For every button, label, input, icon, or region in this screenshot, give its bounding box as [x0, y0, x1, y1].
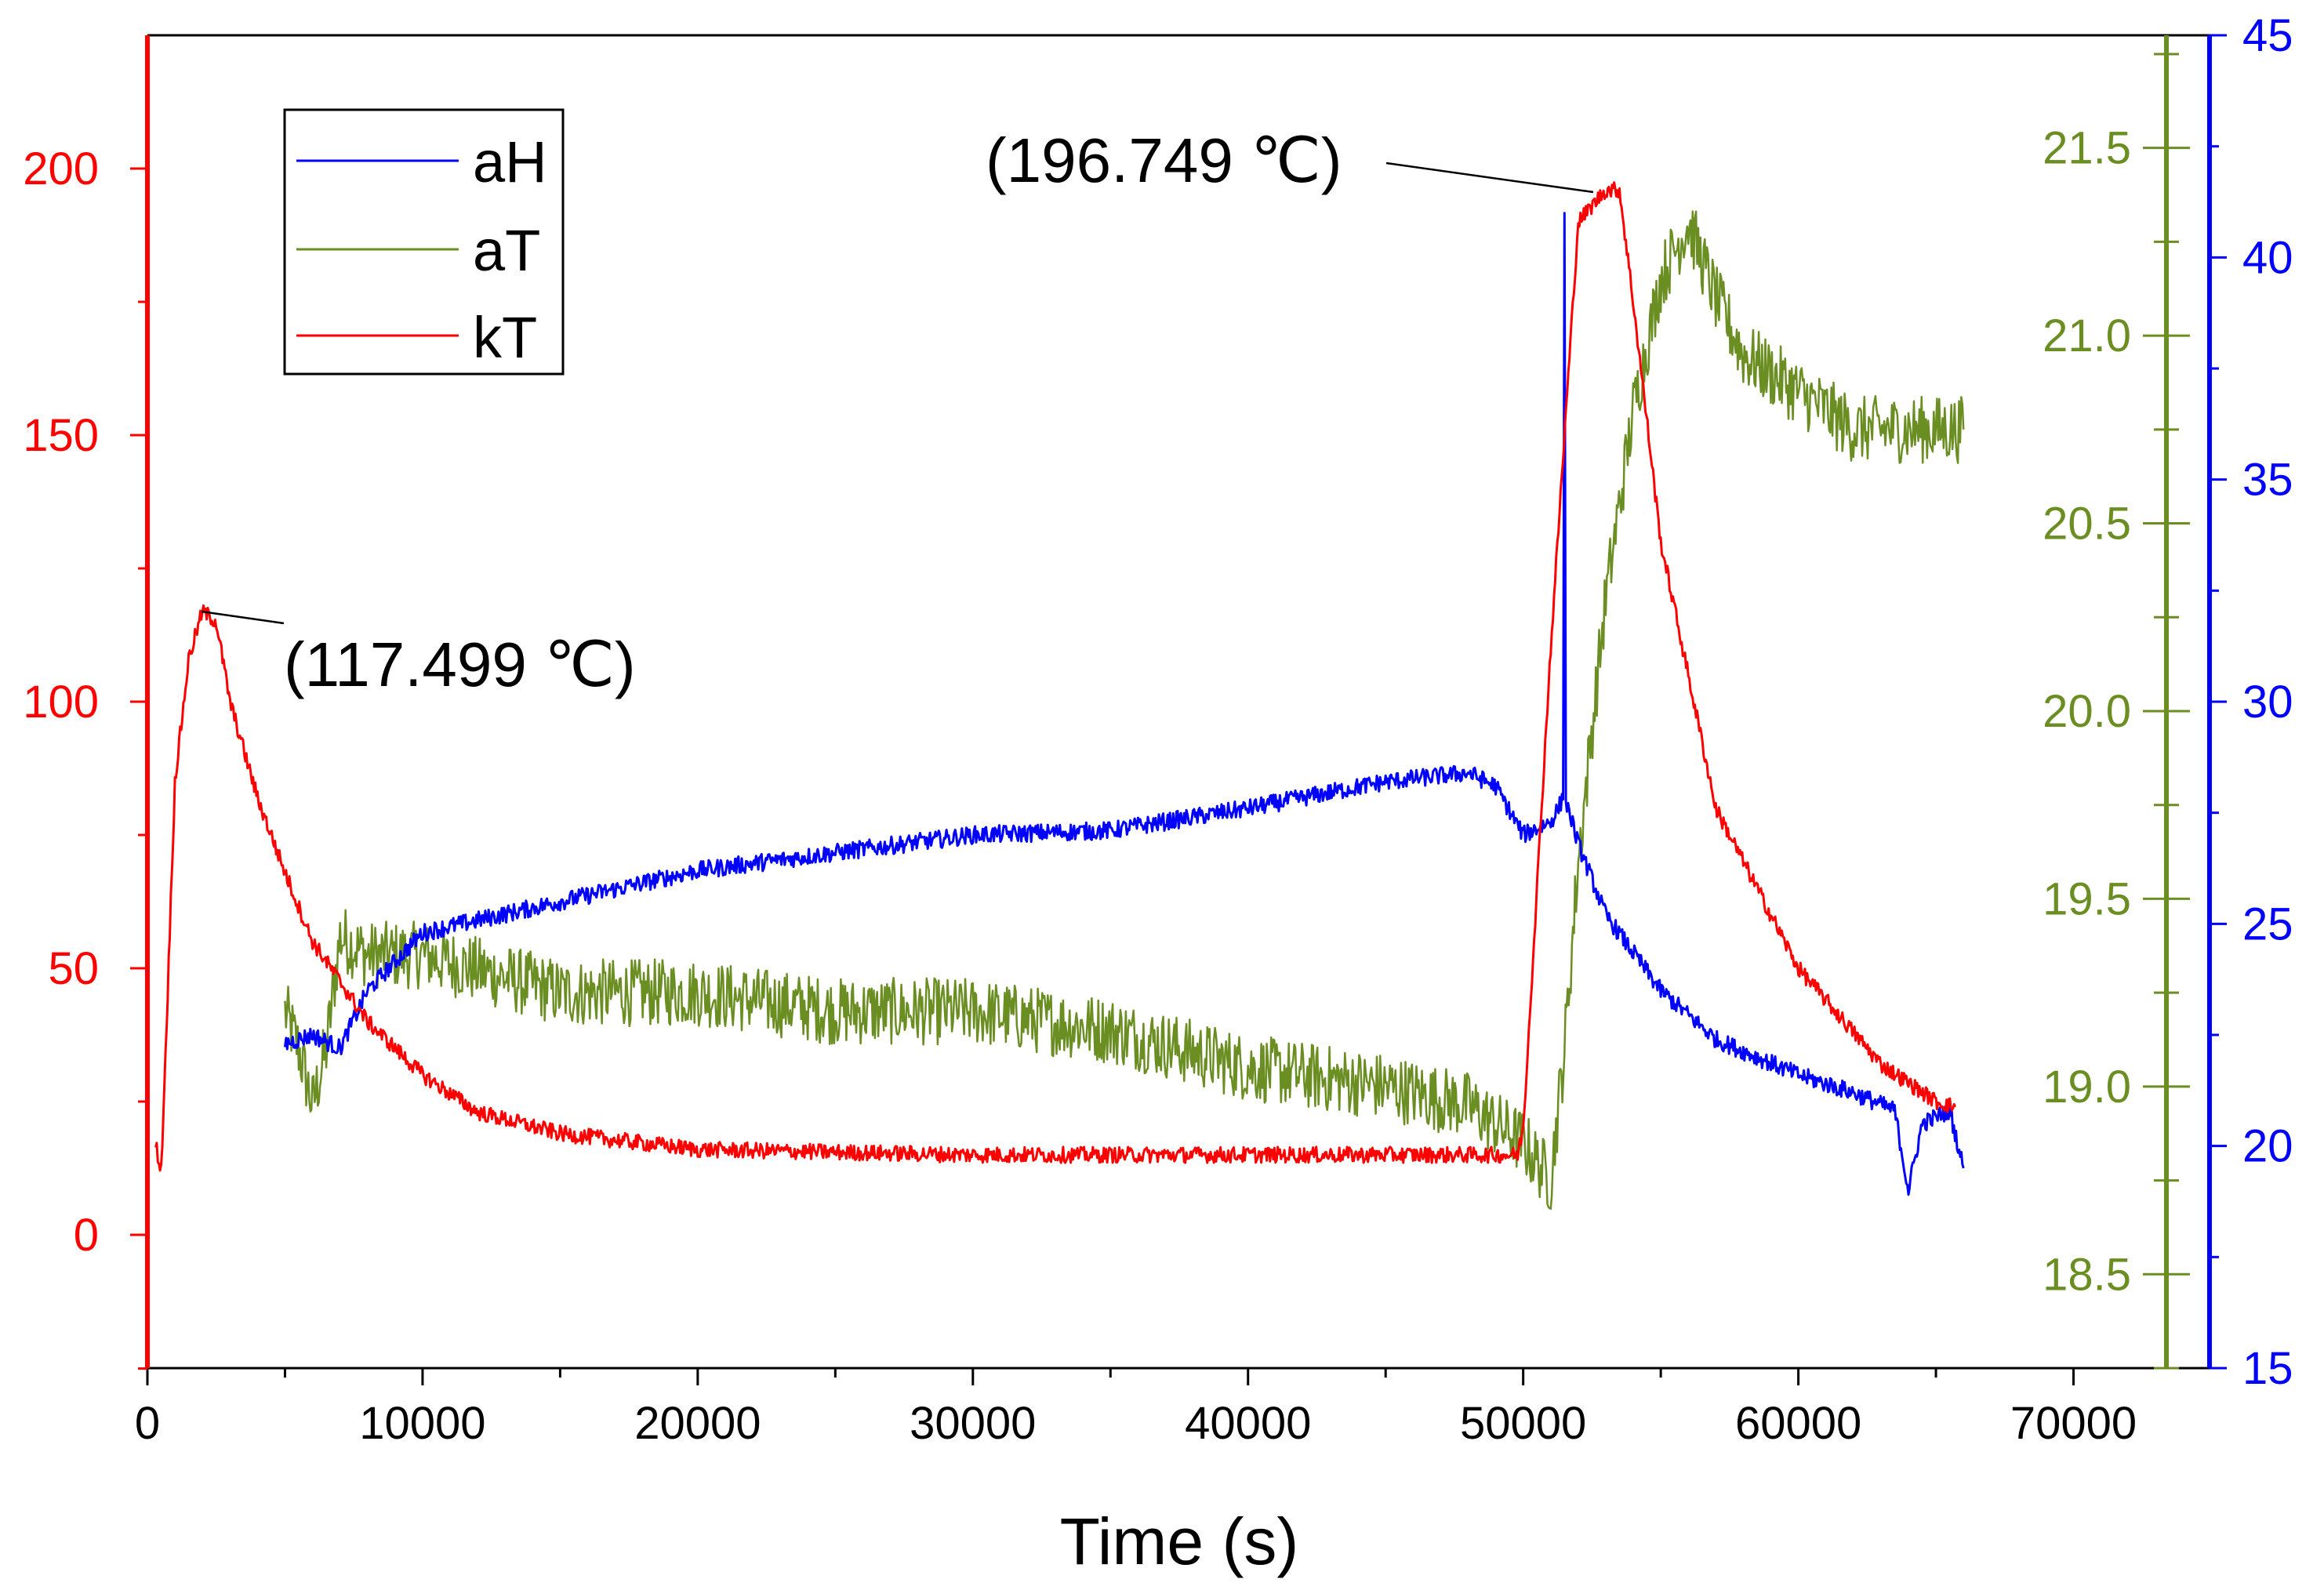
left-tick-label-0: 0 [74, 1210, 99, 1261]
x-axis-title: Time (s) [1060, 1505, 1299, 1578]
legend-label-at: aT [473, 218, 540, 283]
green-tick-label-21: 21.0 [2043, 310, 2131, 361]
x-tick-label-50000: 50000 [1460, 1398, 1586, 1449]
blue-tick-label-40: 40 [2242, 232, 2293, 283]
green-tick-label-18.5: 18.5 [2043, 1249, 2131, 1300]
x-tick-label-30000: 30000 [910, 1398, 1036, 1449]
x-tick-label-40000: 40000 [1185, 1398, 1311, 1449]
series-line-aH [284, 212, 1965, 1196]
left-tick-label-200: 200 [23, 143, 99, 194]
x-tick-label-0: 0 [135, 1398, 160, 1449]
green-tick-label-20: 20.0 [2043, 686, 2131, 737]
blue-tick-label-20: 20 [2242, 1121, 2293, 1172]
annotation-leader-peak-2 [1385, 162, 1594, 194]
green-tick-label-20.5: 20.5 [2043, 499, 2131, 550]
blue-tick-label-15: 15 [2242, 1343, 2293, 1394]
legend: aH aT kT [283, 108, 565, 376]
left-tick-label-150: 150 [23, 410, 99, 461]
x-tick-label-10000: 10000 [359, 1398, 485, 1449]
annotation-leader-peak-1 [201, 610, 285, 625]
blue-tick-label-25: 25 [2242, 898, 2293, 949]
legend-box [283, 108, 565, 376]
green-tick-label-19.5: 19.5 [2043, 873, 2131, 924]
green-tick-label-19: 19.0 [2043, 1062, 2131, 1113]
legend-label-kt: kT [473, 305, 537, 370]
left-tick-label-50: 50 [48, 943, 99, 994]
series-layer [154, 181, 1965, 1211]
ticks-layer: 0 10000 20000 30000 40000 50000 60000 70000 0 50 1… [23, 10, 2293, 1449]
x-tick-label-60000: 60000 [1735, 1398, 1861, 1449]
series-line-aT [284, 210, 1965, 1211]
annotation-peak-2: (196.749 ℃) [986, 125, 1342, 195]
blue-tick-label-35: 35 [2242, 455, 2293, 506]
annotation-peak-1: (117.499 ℃) [284, 630, 636, 699]
blue-tick-label-30: 30 [2242, 677, 2293, 728]
green-tick-label-21.5: 21.5 [2043, 123, 2131, 174]
legend-label-ah: aH [473, 129, 547, 194]
x-tick-label-70000: 70000 [2010, 1398, 2137, 1449]
series-line-kT [154, 181, 1957, 1172]
left-tick-label-100: 100 [23, 677, 99, 728]
blue-tick-label-45: 45 [2242, 10, 2293, 61]
x-tick-label-20000: 20000 [634, 1398, 761, 1449]
